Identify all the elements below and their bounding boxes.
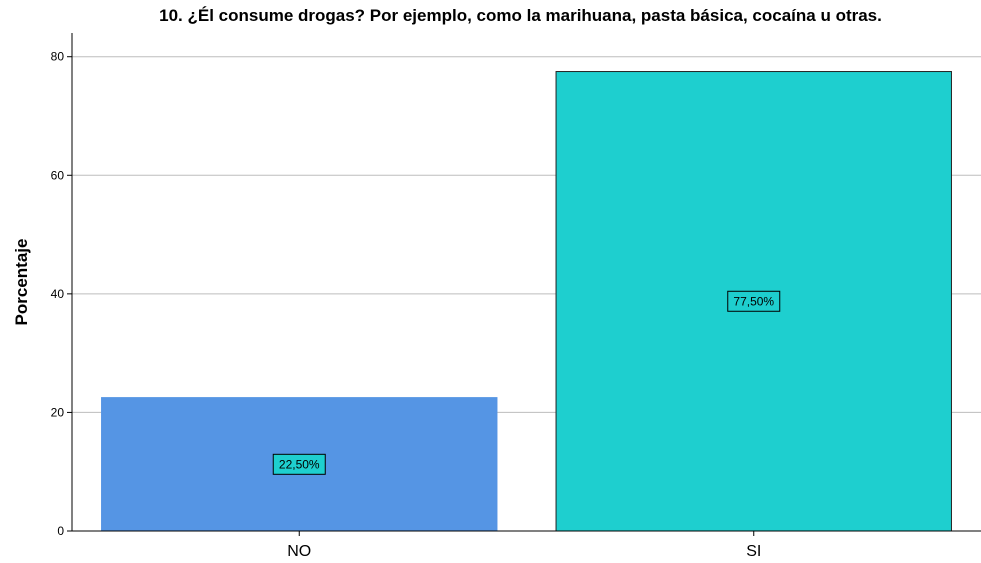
y-tick-label: 80	[51, 50, 65, 64]
chart-title: 10. ¿Él consume drogas? Por ejemplo, com…	[159, 6, 882, 25]
y-tick-label: 40	[51, 287, 65, 301]
x-category-label: NO	[287, 543, 311, 560]
y-axis-label: Porcentaje	[12, 239, 31, 326]
y-tick-label: 60	[51, 168, 65, 182]
axes: 0 20 40 60 80 NO SI	[51, 33, 981, 560]
x-category-label: SI	[746, 543, 761, 560]
data-label-box	[272, 453, 326, 475]
y-tick-label: 20	[51, 405, 65, 419]
data-label: 77,50%	[733, 294, 774, 308]
data-label-box	[727, 290, 781, 312]
bars: 22,50% 77,50%	[101, 71, 952, 532]
y-tick-label: 0	[57, 524, 64, 538]
data-label: 22,50%	[279, 457, 320, 471]
